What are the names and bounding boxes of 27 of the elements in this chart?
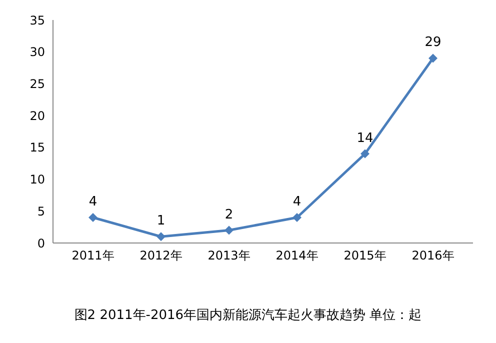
data-label: 29 xyxy=(424,35,442,50)
x-tick-label: 2015年 xyxy=(344,248,386,263)
text: 图2 2011年-2016年国内新能源汽车起火事故趋势 单位：起 xyxy=(73,307,423,324)
y-tick-label: 10 xyxy=(30,172,45,187)
data-label: 2 xyxy=(224,207,234,222)
point xyxy=(360,149,370,158)
x-tick-label: 2012年 xyxy=(140,248,182,263)
data-label: 4 xyxy=(88,194,98,210)
y-tick-label: 15 xyxy=(30,140,45,155)
y-tick-label: 5 xyxy=(37,204,45,218)
point xyxy=(156,232,166,242)
y-tick-label: 35 xyxy=(30,13,45,28)
point xyxy=(88,213,98,222)
y-tick-label: 25 xyxy=(30,76,45,91)
x-tick-label: 2011年 xyxy=(72,248,114,263)
point xyxy=(428,54,438,63)
data-label: 14 xyxy=(356,130,374,146)
y-tick-label: 0 xyxy=(37,236,45,250)
x-tick-label: 2013年 xyxy=(208,248,250,263)
point xyxy=(224,226,234,235)
x-tick-label: 2016年 xyxy=(412,248,454,263)
y-tick-label: 30 xyxy=(30,45,45,60)
data-label: 1 xyxy=(156,214,166,229)
y-tick-label: 20 xyxy=(30,108,45,123)
data-label: 4 xyxy=(292,194,302,210)
x-tick-label: 2014年 xyxy=(276,248,318,263)
point xyxy=(292,213,302,222)
